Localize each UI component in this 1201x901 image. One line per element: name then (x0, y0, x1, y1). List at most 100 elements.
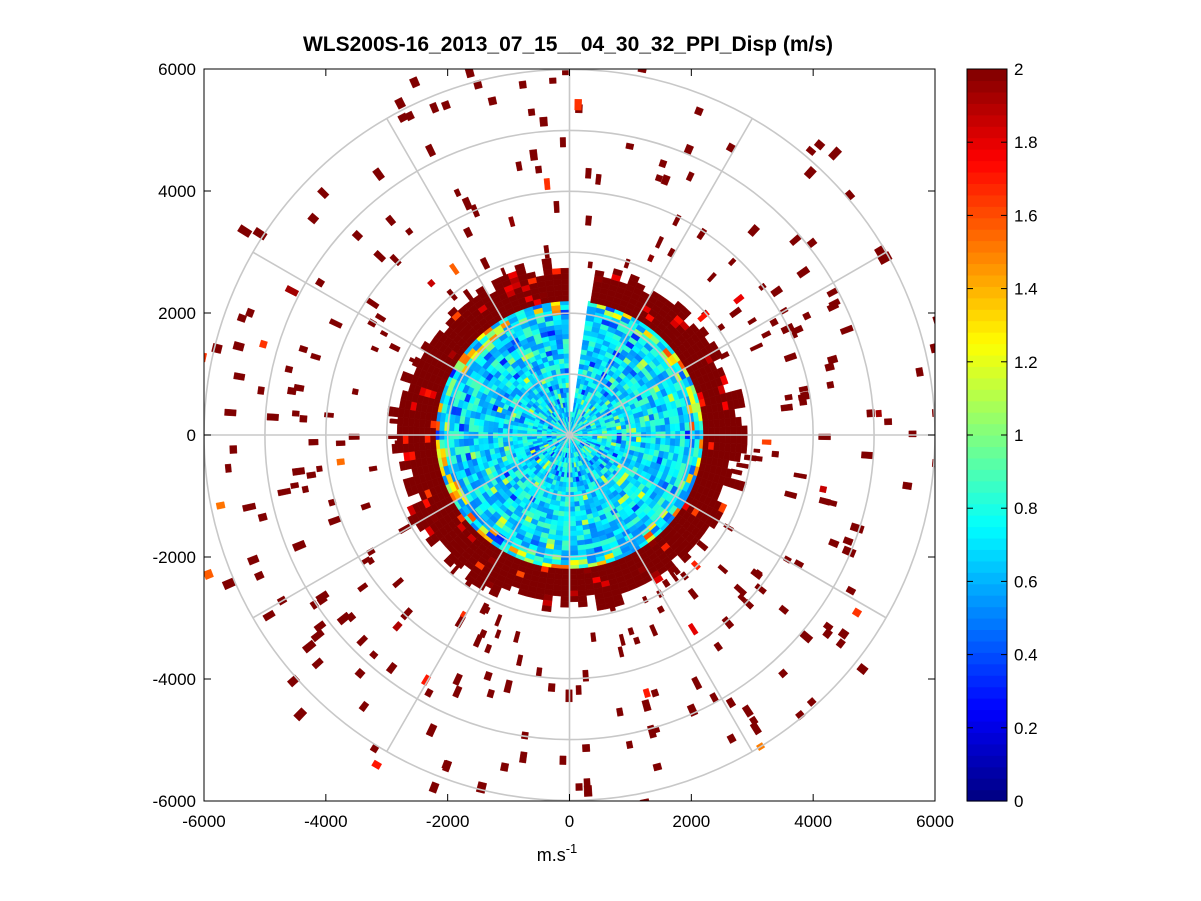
ppi-cell (497, 427, 504, 433)
ppi-cell (941, 392, 951, 400)
ppi-cell (669, 423, 676, 432)
colorbar-segment (967, 389, 1007, 402)
ppi-cell (826, 381, 835, 389)
ppi-cell (563, 358, 570, 364)
colorbar-segment (967, 503, 1007, 516)
ppi-cell (351, 229, 364, 242)
ppi-cell (617, 646, 625, 658)
ppi-cell (607, 598, 616, 612)
ppi-cell (793, 559, 805, 569)
ppi-cell (734, 452, 742, 463)
ppi-cell (736, 462, 749, 469)
ppi-cell (708, 419, 715, 428)
ppi-cell (747, 316, 757, 326)
ppi-cell (561, 535, 570, 542)
ppi-cell (780, 322, 795, 335)
ppi-cell (839, 324, 854, 335)
ppi-cell (516, 436, 523, 441)
colorbar-segment (967, 149, 1007, 162)
y-tick-label: 0 (187, 426, 196, 445)
ppi-cell (672, 567, 681, 576)
colorbar-tick-label: 2 (1014, 60, 1023, 79)
colorbar-segment (967, 229, 1007, 242)
ppi-cell (188, 480, 201, 489)
ppi-cell (394, 440, 402, 445)
ppi-cell (552, 584, 562, 591)
ppi-cell (569, 574, 578, 581)
ppi-cell (575, 520, 583, 527)
ppi-cell (803, 165, 817, 180)
ppi-cell (429, 420, 437, 429)
ppi-cell (204, 352, 208, 363)
ppi-cell (639, 798, 650, 801)
ppi-cell (778, 604, 790, 615)
ppi-cell (508, 216, 516, 228)
ppi-cell (784, 394, 793, 401)
ppi-cell (560, 596, 570, 603)
ppi-cell (784, 490, 798, 500)
ppi-cell (696, 227, 708, 241)
ppi-cell (827, 146, 843, 161)
ppi-cell (596, 603, 607, 611)
ppi-cell (569, 506, 576, 512)
ppi-cell (640, 437, 647, 444)
ppi-cell (884, 418, 893, 426)
grid-spoke (568, 118, 753, 436)
ppi-cell (293, 383, 305, 392)
ppi-cell (770, 285, 784, 298)
ppi-cell (569, 559, 579, 566)
ppi-cell (402, 426, 409, 436)
ppi-cell (336, 458, 345, 466)
ppi-cell (557, 348, 565, 355)
ppi-cell (487, 426, 494, 433)
ppi-cell (560, 601, 570, 608)
ppi-cell (482, 605, 491, 615)
ppi-cell (512, 436, 518, 442)
ppi-cell (713, 419, 720, 428)
colorbar-segment (967, 515, 1007, 528)
ppi-cell (253, 570, 265, 581)
ppi-cell (780, 403, 794, 412)
ppi-cell (483, 671, 493, 682)
colorbar-segment (967, 400, 1007, 413)
ppi-cell (245, 307, 255, 318)
ppi-cell (563, 392, 568, 398)
grid-spoke (386, 118, 571, 436)
colorbar-segment (967, 652, 1007, 665)
ppi-cell (448, 262, 460, 276)
colorbar-segment (967, 709, 1007, 722)
ppi-cell (735, 425, 743, 436)
colorbar-segment (967, 583, 1007, 596)
ppi-cell (298, 344, 309, 354)
ppi-cell (233, 372, 246, 381)
ppi-cell (574, 510, 582, 517)
ppi-cell (749, 342, 764, 352)
colorbar-segment (967, 80, 1007, 93)
ppi-cell (366, 547, 376, 557)
ppi-cell (569, 535, 578, 542)
ppi-cell (569, 585, 578, 592)
ppi-cell (576, 573, 585, 580)
ppi-cell (554, 295, 563, 302)
ppi-cell (669, 571, 679, 583)
ppi-cell (727, 257, 737, 267)
colorbar-tick-label: 1.6 (1014, 206, 1038, 225)
grid-spoke (386, 434, 571, 752)
ppi-cell (559, 367, 566, 374)
ppi-cell (468, 424, 474, 432)
colorbar-segment (967, 114, 1007, 127)
ppi-cell (461, 196, 473, 211)
colorbar-segment (967, 572, 1007, 585)
ppi-cell (686, 703, 699, 717)
x-axis-label: m.s-1 (537, 841, 578, 865)
y-tick-label: -2000 (153, 548, 196, 567)
ppi-cell (574, 98, 582, 111)
ppi-cell (658, 159, 668, 169)
colorbar-segment (967, 446, 1007, 459)
ppi-cell (640, 421, 647, 428)
ppi-cell (560, 314, 570, 320)
ppi-cell (602, 430, 608, 435)
colorbar-tick-label: 0 (1014, 792, 1023, 811)
ppi-cell (719, 374, 729, 386)
ppi-cell (708, 442, 715, 451)
